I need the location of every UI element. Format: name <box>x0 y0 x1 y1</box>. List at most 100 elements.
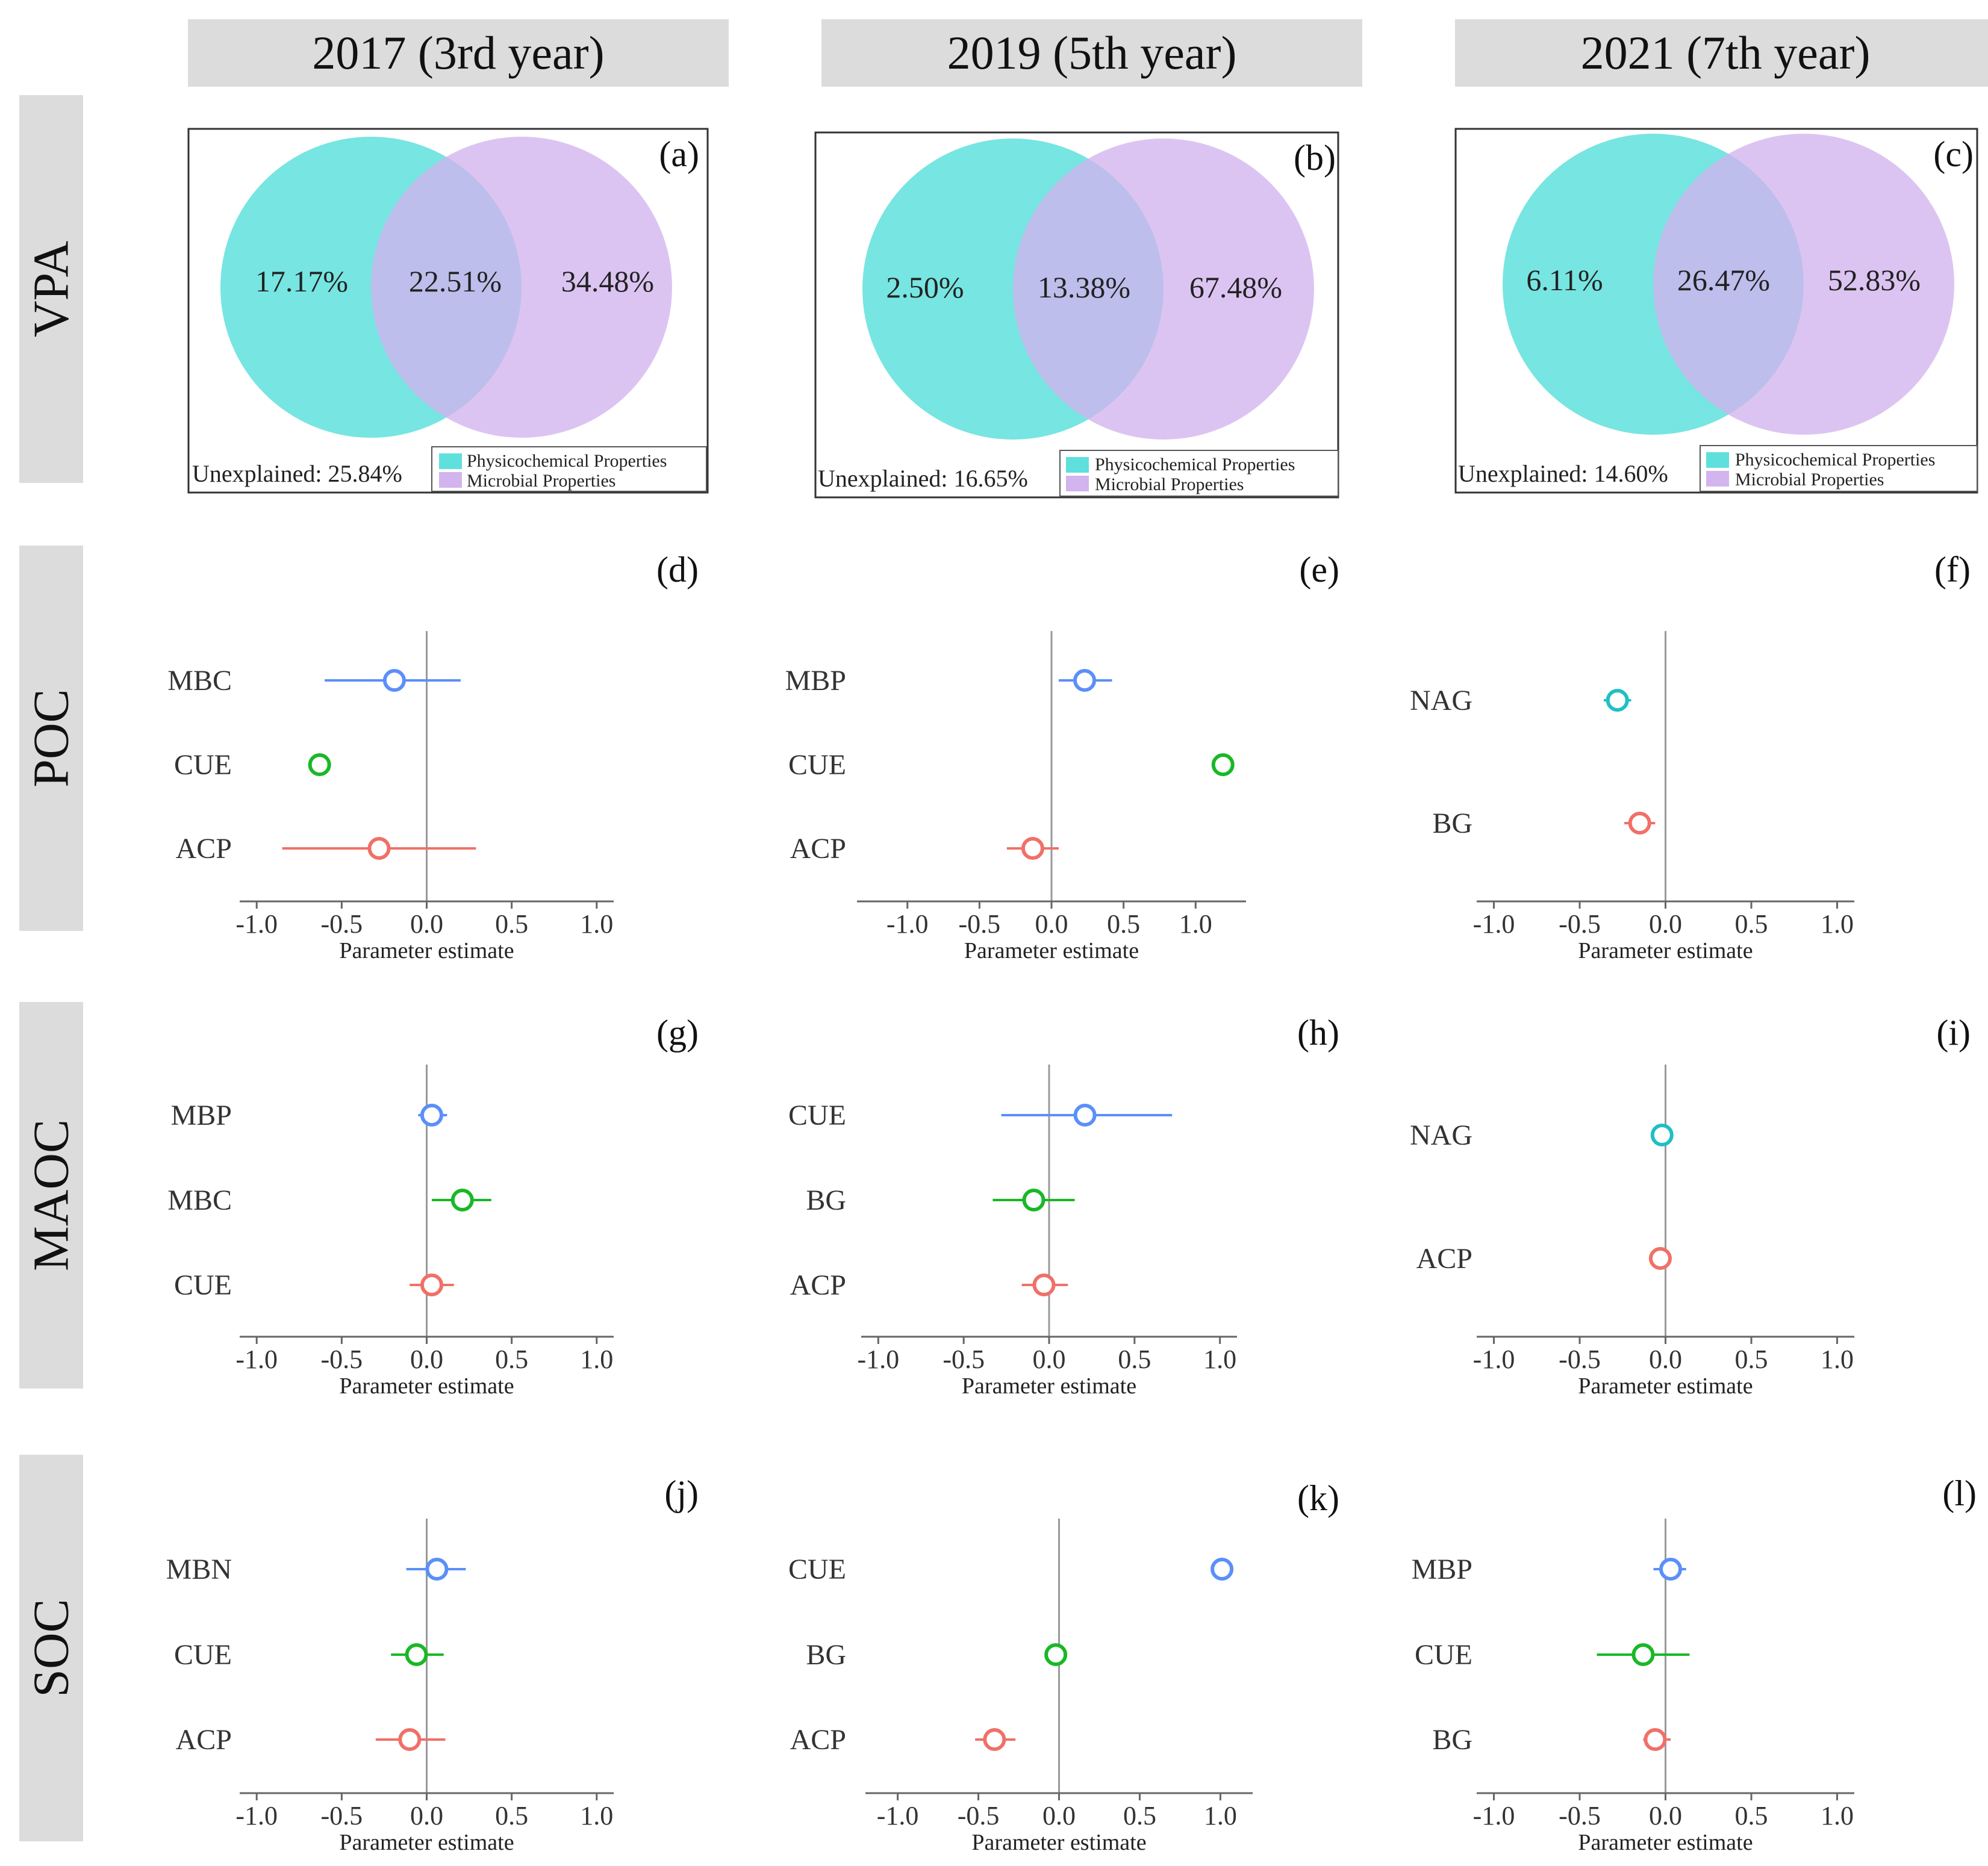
variable-label: BG <box>1432 807 1472 839</box>
estimate-point <box>398 1728 422 1751</box>
x-tick-label: 0.0 <box>1649 909 1682 939</box>
x-tick-label: 0.0 <box>410 1801 443 1830</box>
variable-label: BG <box>1432 1724 1472 1756</box>
variable-label: MBC <box>167 1184 232 1216</box>
x-tick-label: 0.5 <box>1123 1801 1156 1830</box>
x-tick-label: 1.0 <box>1204 1801 1237 1830</box>
estimate-point <box>1644 1728 1667 1751</box>
x-tick-label: 1.0 <box>1179 909 1212 939</box>
estimate-point <box>420 1274 443 1296</box>
estimate-point <box>405 1643 428 1666</box>
x-tick-label: 0.5 <box>1735 1801 1768 1830</box>
estimate-point <box>450 1189 474 1211</box>
x-tick-label: 0.5 <box>495 1345 528 1374</box>
estimate-point <box>425 1558 449 1581</box>
panel-label: (g) <box>656 1018 699 1053</box>
variable-label: CUE <box>174 1269 232 1301</box>
variable-label: CUE <box>788 1553 846 1585</box>
row-header-vpa-label: VPA <box>23 240 79 338</box>
panel-label: (a) <box>659 134 699 174</box>
venn-unexplained: Unexplained: 14.60% <box>1458 460 1668 487</box>
estimate-point <box>1073 669 1097 692</box>
legend-swatch-physicochemical <box>1066 457 1089 473</box>
variable-label: ACP <box>1416 1243 1472 1275</box>
x-tick-label: 0.5 <box>1735 1345 1768 1374</box>
estimate-point <box>1032 1274 1056 1296</box>
venn-legend-box <box>431 446 707 492</box>
venn-legend-box <box>1700 445 1978 492</box>
forest-plot-l: -1.0 -0.5 0.0 0.5 1.0 Parameter estimate (l) MB… <box>1412 1475 1977 1855</box>
x-tick-label: 0.0 <box>1035 909 1068 939</box>
legend-swatch-microbial <box>1066 476 1089 491</box>
x-tick-label: -0.5 <box>1559 1801 1601 1830</box>
legend-label-physicochemical: Physicochemical Properties <box>1735 450 1935 470</box>
estimate-point <box>1650 1124 1674 1146</box>
x-tick-label: 0.5 <box>495 909 528 939</box>
estimate-point <box>1606 689 1629 712</box>
x-tick-label: 1.0 <box>580 1345 613 1374</box>
estimate-point <box>1021 837 1044 860</box>
x-axis-title: Parameter estimate <box>964 938 1139 963</box>
venn-circle-microbial <box>1653 134 1954 435</box>
variable-label: BG <box>806 1184 846 1216</box>
legend-label-microbial: Microbial Properties <box>1735 470 1884 490</box>
x-axis-title: Parameter estimate <box>339 1373 514 1399</box>
estimate-point <box>1659 1558 1683 1581</box>
variable-label: ACP <box>790 1269 846 1301</box>
legend-label-physicochemical: Physicochemical Properties <box>467 451 667 471</box>
x-tick-label: -1.0 <box>886 909 929 939</box>
x-tick-label: 1.0 <box>580 1801 613 1830</box>
panel-label: (j) <box>664 1475 699 1513</box>
x-axis-title: Parameter estimate <box>971 1830 1146 1855</box>
forest-plot-j: -1.0 -0.5 0.0 0.5 1.0 Parameter estimate (j) MB… <box>166 1475 699 1855</box>
variable-label: MBC <box>167 665 232 697</box>
x-tick-label: 1.0 <box>1821 1345 1854 1374</box>
panel-label: (k) <box>1297 1478 1339 1518</box>
x-tick-label: 0.0 <box>1649 1801 1682 1830</box>
x-tick-label: -0.5 <box>321 1345 363 1374</box>
venn-left-value: 6.11% <box>1526 263 1603 297</box>
variable-label: MBN <box>166 1553 232 1585</box>
venn-panel-c: (c) 6.11% 26.47% 52.83% Unexplained: 14.… <box>1454 128 1978 494</box>
x-tick-label: 1.0 <box>1203 1345 1236 1374</box>
x-tick-label: -0.5 <box>1559 1345 1601 1374</box>
venn-overlap-value: 13.38% <box>1038 270 1130 304</box>
estimate-point <box>1631 1643 1655 1666</box>
x-tick-label: 0.0 <box>410 1345 443 1374</box>
estimate-point <box>1022 1189 1045 1211</box>
venn-unexplained: Unexplained: 25.84% <box>192 460 402 487</box>
estimate-point <box>1044 1643 1068 1666</box>
venn-overlap-value: 26.47% <box>1677 263 1770 297</box>
variable-label: NAG <box>1410 685 1472 717</box>
legend-label-physicochemical: Physicochemical Properties <box>1095 455 1295 474</box>
panel-label: (l) <box>1942 1475 1977 1513</box>
row-header-poc: POC <box>19 546 83 931</box>
variable-label: ACP <box>176 833 232 865</box>
x-tick-label: 0.5 <box>495 1801 528 1830</box>
estimate-point <box>1648 1247 1672 1270</box>
x-tick-label: 0.5 <box>1118 1345 1151 1374</box>
x-axis-title: Parameter estimate <box>1578 938 1753 963</box>
variable-label: MBP <box>1412 1553 1472 1585</box>
x-tick-label: -1.0 <box>235 1801 278 1830</box>
x-tick-label: 0.0 <box>1649 1345 1682 1374</box>
venn-overlap-value: 22.51% <box>409 264 502 298</box>
estimate-point <box>420 1104 443 1127</box>
column-header-2019: 2019 (5th year) <box>821 19 1362 87</box>
estimate-point <box>382 669 406 692</box>
venn-panel-b: (b) 2.50% 13.38% 67.48% Unexplained: 16.… <box>814 131 1339 499</box>
x-axis-title: Parameter estimate <box>339 1830 514 1855</box>
x-tick-label: -0.5 <box>321 909 363 939</box>
venn-circle-microbial <box>371 137 672 438</box>
venn-right-value: 52.83% <box>1828 263 1921 297</box>
x-tick-label: 1.0 <box>580 909 613 939</box>
forest-plot-d: -1.0 -0.5 0.0 0.5 1.0 Parameter estimate (d) MB… <box>167 554 699 963</box>
estimate-point <box>1211 753 1235 776</box>
variable-label: ACP <box>790 1724 846 1756</box>
x-axis-title: Parameter estimate <box>339 938 514 963</box>
forest-plot-f: -1.0 -0.5 0.0 0.5 1.0 Parameter estimate (f) NA… <box>1410 554 1971 963</box>
forest-plot-g: -1.0 -0.5 0.0 0.5 1.0 Parameter estimate (g) MB… <box>167 1018 699 1399</box>
panel-label: (i) <box>1936 1018 1971 1053</box>
estimate-point <box>1628 812 1651 835</box>
panel-label: (e) <box>1299 554 1339 589</box>
